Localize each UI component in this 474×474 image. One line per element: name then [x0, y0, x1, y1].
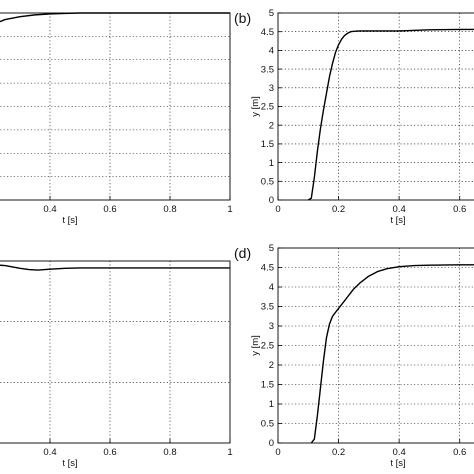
x-axis-label: t [s] [62, 458, 77, 469]
x-tick-label: 0.4 [393, 447, 406, 458]
x-tick-label: 1 [227, 204, 232, 215]
y-tick-label: 3 [269, 83, 274, 94]
panel-label: (d) [234, 245, 251, 261]
x-tick-label: 0.4 [43, 447, 56, 458]
series-line-a-0 [0, 12, 230, 23]
y-axis-label: y [m] [250, 335, 261, 356]
x-tick-label: 0 [275, 447, 280, 458]
series-line-c-0 [0, 264, 230, 271]
y-tick-label: 1.5 [261, 380, 274, 391]
y-tick-label: 4.5 [261, 263, 274, 274]
series-line-b-0 [307, 28, 474, 201]
y-tick-label: 2.5 [261, 341, 274, 352]
y-tick-label: 1.5 [261, 139, 274, 150]
x-tick-label: 0 [275, 204, 280, 215]
y-tick-label: 5 [269, 243, 274, 254]
x-tick-label: 0.2 [332, 204, 345, 215]
y-tick-label: 4 [269, 46, 274, 57]
y-tick-label: 3.5 [261, 302, 274, 313]
y-tick-label: 4.5 [261, 27, 274, 38]
x-axis-label: t [s] [390, 215, 405, 226]
y-tick-label: 0.5 [261, 177, 274, 188]
y-tick-label: 5 [269, 8, 274, 19]
x-tick-label: 1 [227, 447, 232, 458]
x-tick-label: 0.4 [393, 204, 406, 215]
x-tick-label: 0.2 [332, 447, 345, 458]
y-tick-label: 2 [269, 360, 274, 371]
series-line-d-0 [310, 264, 474, 444]
x-tick-label: 0.8 [163, 447, 176, 458]
y-tick-label: 3 [269, 321, 274, 332]
plot-frame [277, 12, 474, 201]
x-tick-label: 0.6 [453, 204, 466, 215]
chart-panel-c: 0.4 0.6 0.8 1 t [s] [0, 260, 233, 469]
y-tick-label: 1 [269, 158, 274, 169]
panel-label: (b) [234, 10, 251, 26]
plot-frame [0, 260, 231, 444]
y-axis-label: y [m] [250, 96, 261, 117]
x-tick-label: 0.8 [163, 204, 176, 215]
x-tick-label: 0.6 [103, 204, 116, 215]
x-tick-label: 0.4 [43, 204, 56, 215]
plot-frame [277, 247, 474, 444]
y-tick-label: 2 [269, 120, 274, 131]
y-tick-label: 2.5 [261, 102, 274, 113]
y-tick-label: 0 [269, 195, 274, 206]
chart-panel-b: 0 0.2 0.4 0.6 0 0.5 1 1.5 2 2.5 3 3.5 4 4.5 5 t [s] y [m… [234, 8, 474, 226]
x-tick-label: 0.6 [453, 447, 466, 458]
x-axis-label: t [s] [390, 458, 405, 469]
x-tick-label: 0.6 [103, 447, 116, 458]
chart-panel-d: 0 0.2 0.4 0.6 0 0.5 1 1.5 2 2.5 3 3.5 4 4.5 5 t [s] y [m… [234, 243, 474, 469]
y-tick-label: 0.5 [261, 419, 274, 430]
y-tick-label: 4 [269, 282, 274, 293]
y-tick-label: 0 [269, 438, 274, 449]
y-tick-label: 3.5 [261, 64, 274, 75]
x-axis-label: t [s] [62, 215, 77, 226]
y-tick-label: 1 [269, 399, 274, 410]
chart-panel-a: 0.4 0.6 0.8 1 t [s] [0, 12, 233, 226]
